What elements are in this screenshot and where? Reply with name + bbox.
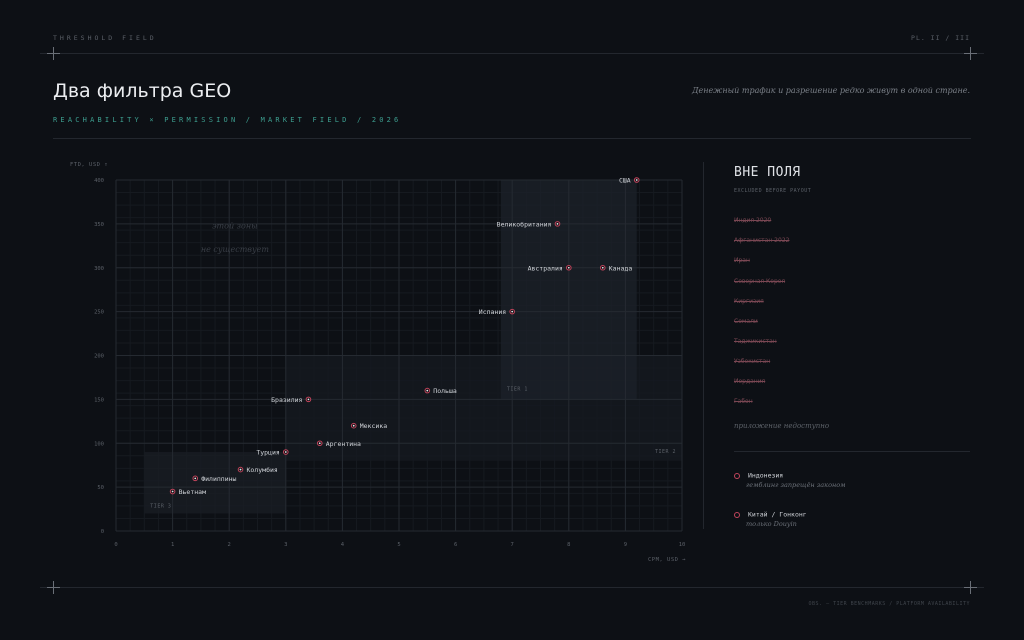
data-point-core [556, 222, 559, 225]
crosshair-icon [47, 581, 60, 594]
point-label: Великобритания [497, 220, 552, 228]
excluded-geo: Иран [734, 257, 750, 264]
point-label: Канада [609, 264, 633, 272]
x-tick-label: 4 [341, 542, 345, 548]
excluded-geo: Афганистан 2022 [734, 237, 790, 244]
tier-label: TIER 3 [150, 503, 171, 509]
excluded-geo: Габон [734, 398, 753, 405]
ring-marker-icon [734, 511, 740, 518]
data-point-core [567, 266, 570, 269]
special-geo-name: Китай / Гонконг [748, 510, 807, 519]
x-tick-label: 8 [567, 542, 570, 548]
data-point-core [284, 451, 287, 453]
point-label: Вьетнам [179, 488, 206, 496]
bottom-rule [40, 587, 984, 588]
special-geo-item: Китай / Гонконг [734, 504, 807, 523]
point-label: США [619, 177, 631, 185]
point-label: Польша [433, 387, 457, 395]
data-point-core [307, 398, 310, 401]
y-tick-label: 50 [97, 485, 104, 491]
y-tick-label: 350 [94, 222, 104, 228]
side-panel-rule [734, 451, 970, 452]
y-tick-label: 100 [94, 441, 104, 447]
excluded-geo: Киргизия [734, 298, 764, 305]
special-geo-note: только Douyin [746, 520, 797, 528]
top-rule [40, 53, 984, 54]
y-tick-label: 300 [94, 266, 104, 272]
side-panel-note: приложение недоступно [734, 422, 830, 430]
data-point-core [239, 468, 242, 471]
header-rule [53, 138, 971, 139]
tier-zone [144, 452, 286, 514]
y-axis-title: FTD, USD ↑ [70, 162, 109, 168]
y-tick-label: 150 [94, 397, 104, 403]
x-tick-label: 6 [454, 542, 457, 548]
point-label: Филиппины [201, 475, 236, 483]
x-tick-label: 1 [171, 542, 174, 548]
special-geo-item: Индонезия [734, 465, 783, 484]
x-axis-title: CPM, USD → [648, 557, 687, 563]
x-tick-label: 7 [511, 542, 514, 548]
point-label: Испания [479, 308, 506, 316]
x-tick-label: 0 [114, 542, 117, 548]
x-tick-label: 10 [679, 542, 686, 548]
x-tick-label: 3 [284, 542, 287, 548]
y-tick-label: 250 [94, 310, 104, 316]
data-point-core [426, 389, 429, 392]
data-point-core [194, 477, 197, 480]
point-label: Колумбия [247, 466, 278, 474]
point-label: Бразилия [271, 396, 302, 404]
footer-caption: OBS. — TIER BENCHMARKS / PLATFORM AVAILA… [808, 601, 970, 607]
data-point-core [318, 442, 321, 445]
point-label: Австралия [528, 264, 563, 272]
panel-divider [703, 162, 704, 529]
annotation-text: этой зоны [212, 221, 258, 230]
y-tick-label: 0 [101, 529, 104, 535]
page-subtitle: REACHABILITY × PERMISSION / MARKET FIELD… [53, 116, 402, 124]
page-tagline: Денежный трафик и разрешение редко живут… [692, 86, 970, 95]
crosshair-icon [964, 581, 977, 594]
y-tick-label: 400 [94, 178, 104, 184]
excluded-geo: Индия 2020 [734, 217, 772, 224]
excluded-geo: Иордания [734, 378, 766, 385]
excluded-geo: Таджикистан [734, 338, 777, 345]
page-indicator: PL. II / III [911, 34, 970, 42]
header-left-tag: THRESHOLD FIELD [53, 34, 157, 42]
page-title: Два фильтра GEO [53, 80, 232, 102]
special-geo-note: гемблинг запрещён законом [746, 481, 846, 489]
side-panel-title: ВНЕ ПОЛЯ [734, 165, 801, 180]
tier-label: TIER 2 [655, 449, 676, 455]
x-tick-label: 9 [624, 542, 627, 548]
tier-label: TIER 1 [507, 387, 528, 393]
point-label: Турция [256, 449, 280, 457]
point-label: Аргентина [326, 440, 361, 448]
data-point-core [601, 266, 604, 269]
special-geo-name: Индонезия [748, 471, 784, 480]
crosshair-icon [47, 47, 60, 60]
y-tick-label: 200 [94, 354, 104, 360]
ring-marker-icon [734, 472, 740, 479]
excluded-geo: Северная Корея [734, 278, 786, 285]
x-tick-label: 5 [397, 542, 400, 548]
data-point-core [352, 424, 355, 427]
crosshair-icon [964, 47, 977, 60]
side-panel-subtitle: EXCLUDED BEFORE PAYOUT [734, 188, 812, 194]
data-point-core [635, 179, 638, 181]
x-tick-label: 2 [228, 542, 231, 548]
data-point-core [171, 490, 174, 493]
data-point-core [511, 310, 514, 313]
excluded-geo: Узбекистан [734, 358, 771, 365]
excluded-geo: Сомали [734, 318, 758, 325]
annotation-text: не существует [201, 245, 270, 254]
point-label: Мексика [360, 422, 387, 430]
